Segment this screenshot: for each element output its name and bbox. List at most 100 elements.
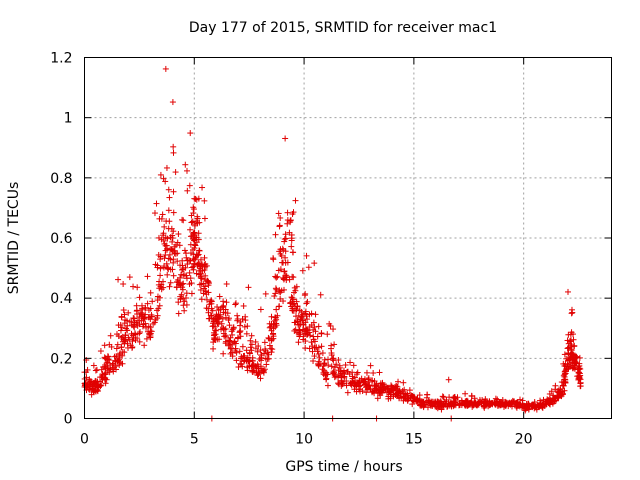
data-point — [103, 376, 110, 383]
data-point — [176, 242, 183, 249]
data-point — [214, 316, 221, 323]
data-point — [400, 397, 407, 404]
data-point — [179, 284, 186, 291]
data-point — [502, 402, 509, 409]
data-point — [274, 312, 281, 319]
data-point — [412, 397, 419, 404]
data-point — [127, 342, 134, 349]
data-point — [179, 257, 186, 264]
data-point — [172, 250, 179, 257]
data-point — [404, 390, 411, 397]
data-point — [360, 379, 367, 386]
data-point — [163, 164, 170, 171]
data-point — [499, 401, 506, 408]
data-point — [170, 259, 177, 266]
data-point — [577, 383, 584, 390]
data-point — [226, 315, 233, 322]
y-tick-label: 1 — [64, 111, 73, 127]
data-point — [468, 393, 475, 400]
data-point — [272, 290, 279, 297]
data-point — [295, 339, 302, 346]
data-point — [186, 182, 193, 189]
data-point — [171, 243, 178, 250]
data-point — [190, 263, 197, 270]
data-point — [233, 357, 240, 364]
data-point — [115, 357, 122, 364]
data-point — [235, 364, 242, 371]
data-point — [311, 324, 318, 331]
data-point — [206, 315, 213, 322]
data-point — [150, 320, 157, 327]
data-point — [201, 197, 208, 204]
data-point — [165, 225, 172, 232]
data-point — [248, 341, 255, 348]
data-point — [522, 407, 529, 414]
y-tick-label: 1.2 — [50, 51, 72, 67]
data-point — [336, 372, 343, 379]
data-point — [379, 389, 386, 396]
data-point — [314, 348, 321, 355]
data-point — [443, 396, 450, 403]
data-point — [257, 363, 264, 370]
data-point — [237, 322, 244, 329]
data-point — [272, 285, 279, 292]
data-point — [328, 345, 335, 352]
x-axis-label: GPS time / hours — [285, 459, 402, 475]
data-point — [232, 300, 239, 307]
data-point — [252, 338, 259, 345]
data-point — [312, 328, 319, 335]
data-point — [347, 359, 354, 366]
data-point — [330, 355, 337, 362]
data-point — [164, 271, 171, 278]
data-point — [143, 335, 150, 342]
data-point — [98, 374, 105, 381]
data-point — [291, 319, 298, 326]
data-point — [562, 379, 569, 386]
data-point — [370, 370, 377, 377]
data-point — [564, 288, 571, 295]
data-point — [282, 272, 289, 279]
data-point — [121, 349, 128, 356]
data-point — [229, 331, 236, 338]
data-point — [272, 231, 279, 238]
data-point — [167, 256, 174, 263]
data-point — [236, 329, 243, 336]
data-point — [124, 327, 131, 334]
data-point — [273, 274, 280, 281]
data-point — [201, 266, 208, 273]
data-point — [247, 344, 254, 351]
data-point — [151, 210, 158, 217]
data-point — [277, 289, 284, 296]
data-point — [195, 195, 202, 202]
data-point — [137, 328, 144, 335]
data-point — [302, 338, 309, 345]
data-point — [510, 398, 517, 405]
data-point — [297, 316, 304, 323]
data-point — [245, 358, 252, 365]
data-point — [292, 197, 299, 204]
data-point — [324, 371, 331, 378]
data-point — [573, 354, 580, 361]
data-point — [237, 333, 244, 340]
data-point — [571, 342, 578, 349]
data-point — [304, 316, 311, 323]
y-tick-label: 0.8 — [50, 171, 72, 187]
data-point — [136, 330, 143, 337]
data-point — [196, 281, 203, 288]
data-point — [200, 280, 207, 287]
data-point — [256, 355, 263, 362]
data-point — [321, 360, 328, 367]
data-point — [161, 223, 168, 230]
data-point — [288, 243, 295, 250]
data-point — [338, 378, 345, 385]
data-point — [147, 324, 154, 331]
data-point — [277, 214, 284, 221]
data-point — [163, 260, 170, 267]
data-point — [159, 211, 166, 218]
data-point — [186, 281, 193, 288]
data-point — [194, 213, 201, 220]
data-point — [570, 336, 577, 343]
data-point — [215, 312, 222, 319]
data-point — [118, 344, 125, 351]
data-point — [213, 327, 220, 334]
